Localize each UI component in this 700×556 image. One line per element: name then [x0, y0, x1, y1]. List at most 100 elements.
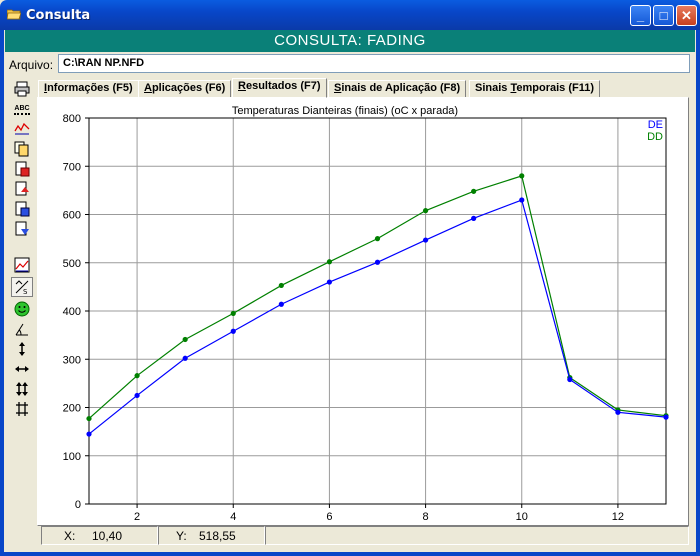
x-tick-label: 2 [134, 511, 140, 523]
file-label: Arquivo: [9, 58, 54, 72]
status-x-panel: X: 10,40 [41, 526, 158, 545]
tab-hotkey: I [44, 82, 48, 94]
data-point-de [374, 259, 381, 265]
export-red-icon [15, 161, 30, 177]
status-y-value: 518,55 [199, 529, 236, 543]
chart-view-button[interactable] [11, 255, 33, 275]
tab-sinais-temporais[interactable]: Sinais Temporais (F11) [469, 80, 601, 97]
file-path-field[interactable]: C:\RAN NP.NFD [58, 54, 690, 73]
copy-icon [14, 141, 29, 157]
export-up-icon [15, 181, 29, 196]
folder-icon [7, 9, 21, 20]
vertical-arrow-button[interactable] [11, 339, 33, 359]
window-frame-left [0, 30, 4, 556]
tab-label: plicações (F6) [151, 82, 226, 94]
export-down-button[interactable] [11, 219, 33, 239]
data-point-de [471, 215, 477, 221]
legend-entry-dd: DD [647, 131, 663, 143]
x-tick-label: 8 [423, 511, 429, 523]
data-point-dd [134, 373, 140, 379]
chart-legend-icon [14, 122, 30, 135]
data-point-de [567, 376, 573, 383]
chart-axes: 2 4 6 8 10 12 0 100 200 300 400 500 600 700 800 [63, 113, 667, 523]
chart-title: Temperaturas Dianteiras (finais) (oC x p… [232, 105, 458, 117]
data-point-dd [471, 188, 477, 194]
horizontal-arrow-button[interactable] [11, 359, 33, 379]
tab-label: inais de Aplicação (F8) [341, 82, 461, 94]
data-point-de [422, 237, 429, 243]
y-tick-label: 200 [63, 403, 81, 415]
x-tick-label: 12 [612, 511, 624, 523]
data-point-dd [374, 236, 381, 242]
tab-sinais-aplicacao[interactable]: Sinais de Aplicação (F8) [328, 80, 467, 97]
y-tick-label: 600 [63, 210, 81, 222]
tab-resultados[interactable]: Resultados (F7) [232, 78, 327, 98]
export-red-button[interactable] [11, 159, 33, 179]
double-vertical-arrow-icon [16, 382, 28, 396]
print-button[interactable] [11, 79, 33, 99]
point-select-icon: S [15, 280, 29, 295]
minimize-button[interactable]: _ [630, 5, 651, 26]
series-line-de [88, 199, 667, 435]
tab-hotkey: T [510, 82, 517, 94]
status-y-panel: Y: 518,55 [158, 526, 265, 545]
tab-label: esultados (F7) [245, 80, 321, 92]
data-point-de [86, 431, 92, 437]
horizontal-arrow-icon [15, 366, 29, 372]
series-line-dd [88, 175, 667, 420]
page-title: CONSULTA: FADING [5, 30, 695, 52]
point-select-button[interactable]: S [11, 277, 33, 297]
data-point-de [519, 197, 525, 203]
svg-text:S: S [23, 288, 28, 295]
legend-entry-de: DE [648, 119, 663, 131]
chart-grid [89, 117, 666, 505]
fit-arrows-button[interactable] [11, 399, 33, 419]
smiley-button[interactable] [11, 299, 33, 319]
window-frame-right [696, 30, 700, 556]
window-frame-bottom [0, 552, 700, 556]
copy-button[interactable] [11, 139, 33, 159]
window-title-bar[interactable]: Consulta _ □ ✕ [0, 0, 700, 30]
minimize-icon: _ [636, 8, 645, 23]
close-button[interactable]: ✕ [676, 5, 697, 26]
data-point-de [278, 301, 284, 307]
data-point-dd [422, 208, 429, 214]
maximize-button[interactable]: □ [653, 5, 674, 26]
status-x-label: X: [64, 529, 76, 543]
data-point-de [134, 392, 140, 399]
chart-legend-button[interactable] [11, 119, 33, 139]
data-point-dd [326, 259, 333, 265]
x-tick-label: 10 [516, 511, 528, 523]
y-tick-label: 0 [75, 499, 81, 511]
export-blue-button[interactable] [11, 199, 33, 219]
angle-tool-icon [15, 323, 28, 336]
status-empty-panel [265, 526, 689, 545]
chart-view-icon [14, 257, 30, 273]
data-point-de [230, 328, 236, 334]
status-y-label: Y: [176, 529, 187, 543]
tab-informacoes[interactable]: Informações (F5) [38, 80, 139, 97]
abc-button[interactable]: ABC [11, 99, 33, 119]
double-vertical-arrow-button[interactable] [11, 379, 33, 399]
tab-label-prefix: Sinais [475, 82, 511, 94]
data-point-dd [230, 310, 236, 317]
y-tick-label: 800 [63, 113, 81, 125]
tab-label: nformações (F5) [47, 82, 133, 94]
y-tick-label: 100 [63, 451, 81, 463]
tab-label: emporais (F11) [516, 82, 595, 94]
abc-icon: ABC [14, 104, 30, 115]
chart-series [86, 173, 669, 437]
close-icon: ✕ [681, 7, 692, 23]
y-tick-label: 400 [63, 306, 81, 318]
y-tick-label: 500 [63, 258, 81, 270]
export-down-icon [15, 221, 29, 236]
export-up-button[interactable] [11, 179, 33, 199]
status-x-value: 10,40 [92, 529, 123, 543]
window-title: Consulta [26, 8, 91, 23]
temperature-chart[interactable]: Temperaturas Dianteiras (finais) (oC x p… [38, 98, 690, 527]
tab-aplicacoes[interactable]: Aplicações (F6) [138, 80, 232, 97]
angle-tool-button[interactable] [11, 319, 33, 339]
vertical-arrow-icon [19, 342, 25, 356]
export-blue-icon [15, 201, 30, 217]
